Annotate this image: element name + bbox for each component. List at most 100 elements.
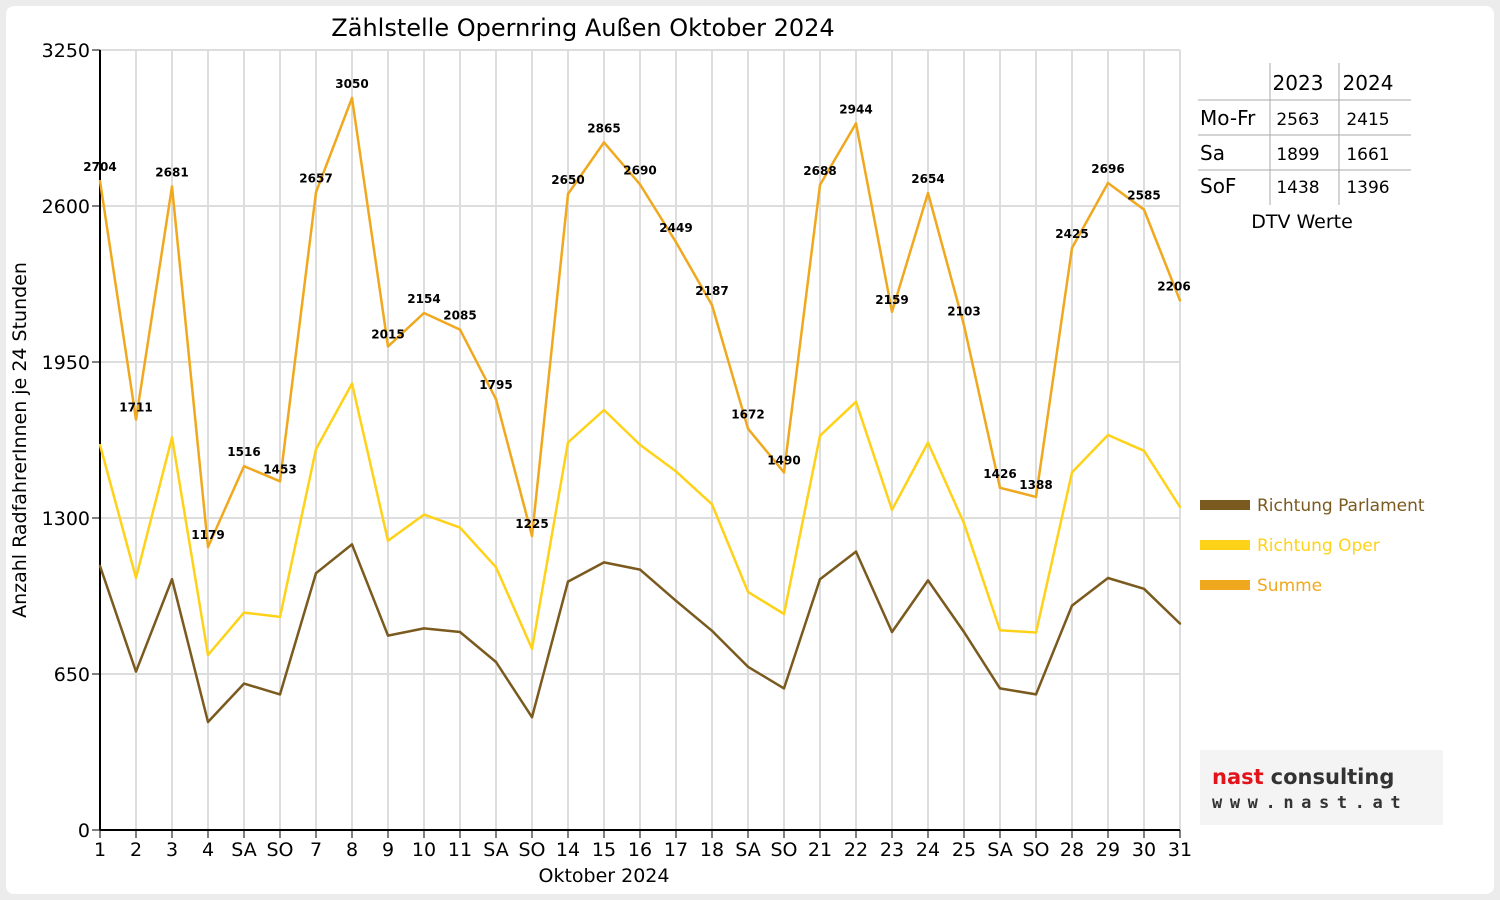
data-point-summe <box>422 311 426 315</box>
data-point-richtung-oper <box>98 443 102 447</box>
x-tick-label: 31 <box>1168 839 1192 861</box>
x-tick-label: 23 <box>880 839 904 861</box>
data-point-summe <box>818 183 822 187</box>
logo-wordmark: nast consulting <box>1212 765 1394 789</box>
chart-frame: Zählstelle Opernring Außen Oktober 2024 … <box>6 6 1494 894</box>
x-tick-label: SO <box>266 839 293 861</box>
data-point-summe <box>926 191 930 195</box>
x-tick-label: 10 <box>412 839 436 861</box>
data-point-summe <box>386 345 390 348</box>
x-tick-label: 11 <box>448 839 472 861</box>
x-tick-label: SA <box>735 839 760 861</box>
x-tick-label: 24 <box>916 839 940 861</box>
data-point-richtung-parlament <box>206 720 210 724</box>
data-label: 2159 <box>875 293 908 307</box>
data-point-summe <box>638 183 642 186</box>
x-tick-label: 15 <box>592 839 616 861</box>
x-tick-label: 9 <box>382 839 394 861</box>
data-point-richtung-parlament <box>602 561 606 564</box>
data-point-richtung-parlament <box>242 682 246 685</box>
data-label: 2704 <box>83 160 116 174</box>
logo-background <box>1200 750 1443 825</box>
data-point-summe <box>962 324 966 327</box>
data-point-richtung-parlament <box>710 629 714 632</box>
legend-entry: Summe <box>1257 576 1322 596</box>
table-cell: 2563 <box>1276 110 1319 130</box>
data-label: 2425 <box>1055 227 1088 241</box>
data-point-summe <box>314 191 318 194</box>
legend-swatch <box>1200 540 1250 550</box>
data-label: 2206 <box>1157 280 1190 294</box>
legend-entry: Richtung Parlament <box>1257 496 1425 516</box>
data-point-richtung-parlament <box>494 660 498 664</box>
nast-consulting-logo: nast consulting www.nast.at <box>1200 750 1443 825</box>
data-point-richtung-oper <box>818 434 822 437</box>
y-tick-label: 1950 <box>42 352 90 374</box>
table-cell: 2415 <box>1346 110 1389 130</box>
data-point-richtung-parlament <box>638 568 642 571</box>
data-label: 2187 <box>695 284 728 298</box>
data-point-richtung-oper <box>350 382 354 385</box>
data-point-summe <box>98 179 102 183</box>
data-point-richtung-parlament <box>782 687 786 690</box>
x-tick-label: 28 <box>1060 839 1084 861</box>
data-point-richtung-oper <box>530 647 534 650</box>
x-tick-label: SA <box>483 839 508 861</box>
data-point-richtung-parlament <box>926 579 930 582</box>
x-tick-label: SA <box>987 839 1012 861</box>
data-point-summe <box>242 464 246 468</box>
data-label: 2015 <box>371 327 404 341</box>
data-point-summe <box>890 310 894 314</box>
data-point-richtung-parlament <box>854 550 858 553</box>
data-label: 2688 <box>803 164 836 178</box>
data-point-richtung-parlament <box>998 687 1002 690</box>
data-point-richtung-oper <box>638 443 642 446</box>
x-tick-label: SA <box>231 839 256 861</box>
x-tick-label: 17 <box>664 839 688 861</box>
data-label: 2654 <box>911 172 944 186</box>
data-point-richtung-parlament <box>422 627 426 630</box>
data-point-summe <box>1070 246 1074 250</box>
data-point-richtung-parlament <box>530 716 534 719</box>
x-tick-label: 4 <box>202 839 214 861</box>
data-point-richtung-oper <box>674 470 678 473</box>
legend-swatch <box>1200 580 1250 590</box>
data-label: 2657 <box>299 171 332 185</box>
data-point-richtung-oper <box>494 566 498 569</box>
x-tick-label: 3 <box>166 839 178 861</box>
data-label: 1453 <box>263 462 296 476</box>
table-row-label: SoF <box>1200 174 1236 198</box>
line-chart: Zählstelle Opernring Außen Oktober 2024 … <box>9 14 1443 887</box>
x-tick-label: 2 <box>130 839 142 861</box>
data-label: 1225 <box>515 517 548 531</box>
data-point-richtung-oper <box>710 503 714 506</box>
table-cell: 1661 <box>1346 145 1389 165</box>
data-point-summe <box>530 534 534 538</box>
data-point-summe <box>350 96 354 100</box>
logo-url: www.nast.at <box>1212 793 1408 813</box>
logo-name-part2: consulting <box>1271 765 1395 789</box>
data-label: 2449 <box>659 221 692 235</box>
data-label: 1711 <box>119 400 152 414</box>
table-cell: 1899 <box>1276 145 1319 165</box>
legend: Richtung Parlament Richtung Oper Summe <box>1200 496 1425 596</box>
data-point-richtung-oper <box>926 441 930 444</box>
data-point-summe <box>782 471 786 474</box>
legend-entry: Richtung Oper <box>1257 536 1380 556</box>
x-tick-label: 29 <box>1096 839 1120 861</box>
data-point-summe <box>278 480 282 483</box>
data-point-summe <box>1034 495 1038 499</box>
data-point-richtung-oper <box>422 513 426 516</box>
data-point-summe <box>998 486 1002 489</box>
data-point-summe <box>1142 208 1146 211</box>
data-point-richtung-parlament <box>170 578 174 581</box>
data-label: 1426 <box>983 467 1016 481</box>
data-point-richtung-oper <box>782 612 786 616</box>
table-header-2023: 2023 <box>1273 71 1324 95</box>
y-tick-label: 650 <box>54 664 90 686</box>
x-tick-label: 8 <box>346 839 358 861</box>
data-point-summe <box>458 328 462 331</box>
data-point-summe <box>1178 299 1182 302</box>
data-point-richtung-oper <box>1142 449 1146 452</box>
